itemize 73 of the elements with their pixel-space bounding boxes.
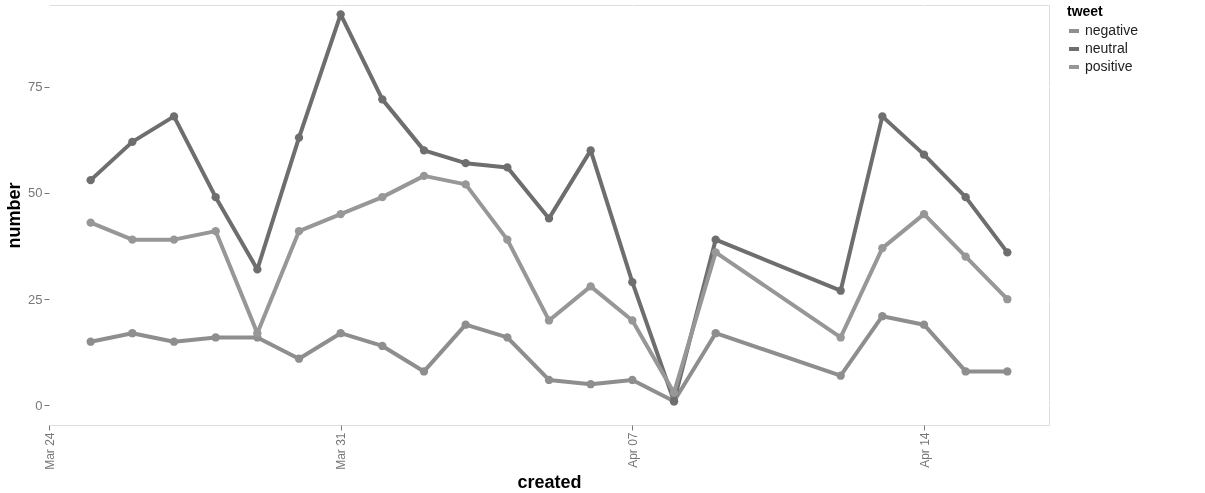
point xyxy=(169,235,179,244)
point xyxy=(419,171,429,181)
point xyxy=(336,10,345,19)
legend-title: tweet xyxy=(1067,3,1104,19)
point xyxy=(461,320,470,329)
point xyxy=(253,329,262,338)
y-tick-label: 25 xyxy=(28,291,43,307)
point xyxy=(878,312,887,321)
point xyxy=(628,316,637,325)
point xyxy=(86,218,95,227)
point xyxy=(586,146,595,155)
y-tick-label: 75 xyxy=(28,79,43,95)
point xyxy=(211,192,220,202)
point xyxy=(128,137,137,147)
point xyxy=(211,226,220,236)
point xyxy=(294,354,304,363)
point xyxy=(128,329,137,338)
point xyxy=(503,163,512,172)
point xyxy=(294,133,304,142)
x-tick-label: Apr 14 xyxy=(917,432,932,468)
point xyxy=(836,286,845,295)
y-axis-title: number xyxy=(4,182,25,249)
point xyxy=(836,371,845,380)
point xyxy=(836,333,845,342)
point xyxy=(419,367,429,376)
point xyxy=(1003,295,1012,304)
point xyxy=(294,226,304,236)
x-tick-label: Apr 07 xyxy=(625,432,640,468)
point xyxy=(628,375,637,385)
point xyxy=(961,252,970,261)
point xyxy=(711,248,720,257)
point xyxy=(169,112,179,121)
point xyxy=(461,180,470,189)
point xyxy=(878,243,887,253)
point xyxy=(503,333,512,342)
point xyxy=(711,235,720,244)
x-tick-label: Mar 24 xyxy=(42,432,57,470)
point xyxy=(378,95,387,104)
point xyxy=(336,209,345,219)
point xyxy=(419,146,429,155)
point xyxy=(586,380,595,389)
point xyxy=(919,150,929,159)
point xyxy=(378,341,387,351)
point xyxy=(253,265,262,274)
point xyxy=(378,192,387,202)
point xyxy=(1003,367,1012,376)
point xyxy=(86,175,95,185)
point xyxy=(211,333,220,342)
point xyxy=(86,337,95,346)
point xyxy=(169,337,179,346)
point xyxy=(1003,248,1012,257)
point xyxy=(336,329,345,338)
point xyxy=(586,282,595,291)
point xyxy=(711,329,720,338)
point xyxy=(544,375,554,385)
x-tick-label: Mar 31 xyxy=(334,432,349,470)
x-axis-title: created xyxy=(517,471,582,492)
point xyxy=(919,320,929,329)
y-tick-label: 0 xyxy=(35,397,43,413)
point xyxy=(544,316,554,325)
point xyxy=(628,277,637,287)
point xyxy=(503,235,512,244)
point xyxy=(128,235,137,244)
point xyxy=(961,192,970,202)
point xyxy=(544,214,554,223)
y-tick-label: 50 xyxy=(28,185,43,201)
point xyxy=(878,112,887,121)
legend-label: neutral xyxy=(1085,40,1128,56)
legend-label: negative xyxy=(1085,22,1139,38)
point xyxy=(919,209,929,219)
legend-label: positive xyxy=(1085,58,1133,74)
point xyxy=(461,158,470,168)
point xyxy=(961,367,970,376)
